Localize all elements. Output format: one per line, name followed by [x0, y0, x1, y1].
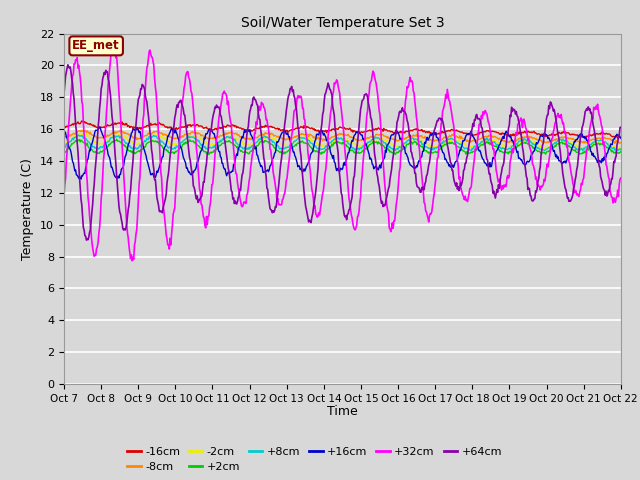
- -8cm: [70, 131, 78, 136]
- -2cm: [185, 134, 193, 140]
- +64cm: [617, 124, 625, 130]
- -16cm: [70, 120, 78, 126]
- +8cm: [214, 140, 222, 145]
- -16cm: [428, 130, 435, 135]
- +8cm: [185, 133, 193, 139]
- -8cm: [411, 133, 419, 139]
- -8cm: [214, 134, 222, 140]
- +2cm: [185, 139, 193, 145]
- +2cm: [128, 148, 136, 154]
- +16cm: [60, 128, 68, 134]
- Line: -2cm: -2cm: [64, 133, 621, 150]
- +16cm: [412, 165, 419, 171]
- Line: +32cm: +32cm: [64, 44, 621, 261]
- Line: +16cm: +16cm: [64, 127, 621, 179]
- Line: +64cm: +64cm: [64, 65, 621, 240]
- Legend: -16cm, -8cm, -2cm, +2cm, +8cm, +16cm, +32cm, +64cm: -16cm, -8cm, -2cm, +2cm, +8cm, +16cm, +3…: [123, 442, 506, 477]
- -2cm: [60, 141, 68, 146]
- +16cm: [70, 164, 78, 170]
- -2cm: [80, 131, 88, 136]
- +8cm: [617, 147, 625, 153]
- +32cm: [128, 258, 136, 264]
- +8cm: [428, 146, 436, 152]
- -16cm: [214, 126, 222, 132]
- +16cm: [428, 132, 436, 138]
- +16cm: [215, 149, 223, 155]
- -8cm: [128, 133, 136, 139]
- -16cm: [78, 118, 86, 124]
- -8cm: [428, 137, 435, 143]
- +32cm: [70, 61, 78, 67]
- +32cm: [412, 105, 419, 111]
- +2cm: [428, 150, 436, 156]
- -8cm: [576, 141, 584, 146]
- +8cm: [412, 136, 419, 142]
- -2cm: [411, 136, 419, 142]
- -16cm: [185, 122, 193, 128]
- +32cm: [108, 41, 116, 47]
- +8cm: [70, 134, 78, 140]
- +64cm: [129, 158, 137, 164]
- +2cm: [617, 149, 625, 155]
- +2cm: [215, 143, 223, 148]
- +64cm: [64, 62, 72, 68]
- -8cm: [60, 135, 68, 141]
- +2cm: [205, 152, 212, 157]
- +64cm: [71, 109, 79, 115]
- +64cm: [186, 154, 193, 160]
- -2cm: [428, 143, 435, 149]
- X-axis label: Time: Time: [327, 405, 358, 418]
- -8cm: [617, 140, 625, 145]
- +16cm: [77, 176, 85, 182]
- +16cm: [617, 135, 625, 141]
- -16cm: [614, 135, 621, 141]
- Y-axis label: Temperature (C): Temperature (C): [22, 158, 35, 260]
- +2cm: [113, 136, 120, 142]
- -16cm: [60, 123, 68, 129]
- +2cm: [70, 140, 78, 145]
- -2cm: [70, 136, 78, 142]
- +8cm: [392, 148, 399, 154]
- +64cm: [412, 170, 419, 176]
- +64cm: [215, 104, 223, 110]
- -2cm: [617, 145, 625, 151]
- +64cm: [83, 237, 90, 243]
- Line: +8cm: +8cm: [64, 135, 621, 151]
- +8cm: [128, 146, 136, 152]
- -2cm: [128, 139, 136, 145]
- +16cm: [96, 124, 104, 130]
- +32cm: [215, 115, 223, 121]
- -8cm: [185, 131, 193, 137]
- -16cm: [128, 124, 136, 130]
- -16cm: [411, 126, 419, 132]
- +32cm: [617, 175, 625, 181]
- Line: -8cm: -8cm: [64, 130, 621, 144]
- -16cm: [617, 134, 625, 140]
- -8cm: [78, 127, 86, 133]
- +16cm: [186, 169, 193, 175]
- -2cm: [616, 147, 623, 153]
- Line: +2cm: +2cm: [64, 139, 621, 155]
- +16cm: [129, 126, 137, 132]
- -2cm: [214, 139, 222, 145]
- +64cm: [428, 143, 436, 149]
- Title: Soil/Water Temperature Set 3: Soil/Water Temperature Set 3: [241, 16, 444, 30]
- +64cm: [60, 91, 68, 96]
- +2cm: [412, 140, 419, 145]
- +32cm: [186, 76, 193, 82]
- +32cm: [60, 193, 68, 199]
- +2cm: [60, 149, 68, 155]
- +32cm: [129, 254, 137, 260]
- +32cm: [428, 208, 436, 214]
- Text: EE_met: EE_met: [72, 39, 120, 52]
- +8cm: [60, 144, 68, 150]
- Line: -16cm: -16cm: [64, 121, 621, 138]
- +8cm: [75, 132, 83, 138]
